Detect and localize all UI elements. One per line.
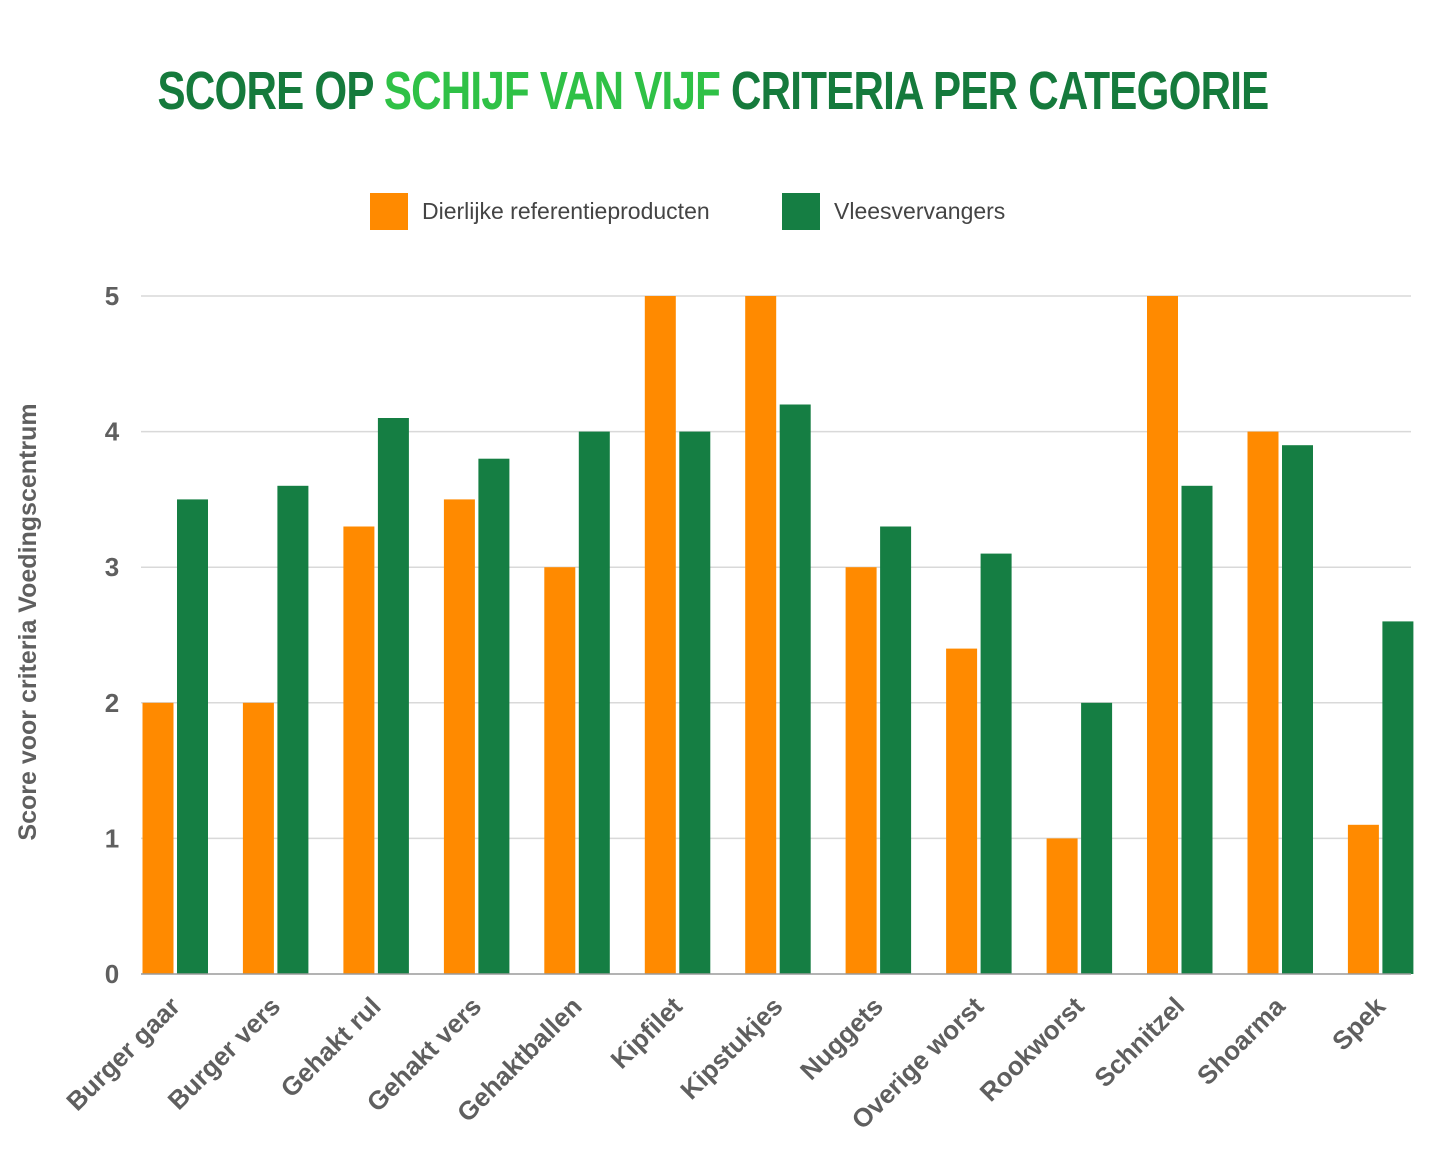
bar-dierlijke-gehakt-rul xyxy=(343,526,375,974)
legend-label-vleesvervangers: Vleesvervangers xyxy=(834,198,1005,224)
bars xyxy=(142,296,1414,975)
bar-dierlijke-burger-gaar xyxy=(142,702,174,974)
legend-swatch-vleesvervangers xyxy=(782,193,820,230)
title-part-3: CRITERIA PER CATEGORIE xyxy=(720,61,1269,121)
y-tick-label-4: 4 xyxy=(105,417,120,447)
x-tick-label-nuggets: Nuggets xyxy=(794,991,889,1086)
bar-vleesvervangers-gehakt-vers xyxy=(478,458,510,974)
bar-dierlijke-gehakt-vers xyxy=(443,499,475,974)
bar-dierlijke-rookworst xyxy=(1046,838,1078,974)
bar-dierlijke-spek xyxy=(1347,824,1379,974)
x-tick-label-rookworst: Rookworst xyxy=(974,991,1090,1107)
bar-dierlijke-burger-vers xyxy=(242,702,274,974)
bar-dierlijke-kipstukjes xyxy=(745,296,777,974)
y-tick-label-2: 2 xyxy=(105,688,119,718)
x-tick-label-spek: Spek xyxy=(1326,991,1392,1057)
bar-vleesvervangers-kipstukjes xyxy=(779,404,811,974)
bar-vleesvervangers-burger-gaar xyxy=(177,499,208,974)
bar-vleesvervangers-shoarma xyxy=(1282,445,1313,974)
bar-vleesvervangers-kipfilet xyxy=(679,431,711,975)
bar-vleesvervangers-burger-vers xyxy=(277,485,309,974)
title-part-1: SCORE OP xyxy=(157,61,384,121)
legend-label-dierlijke: Dierlijke referentieproducten xyxy=(422,198,710,224)
bar-vleesvervangers-overige-worst xyxy=(980,553,1012,974)
y-axis-title: Score voor criteria Voedingscentrum xyxy=(14,403,42,840)
bar-dierlijke-gehaktballen xyxy=(544,567,576,974)
y-tick-label-1: 1 xyxy=(105,823,119,853)
bar-vleesvervangers-spek xyxy=(1382,621,1414,974)
bar-vleesvervangers-schnitzel xyxy=(1181,485,1213,974)
y-tick-label-0: 0 xyxy=(105,959,119,989)
y-axis-ticks: 0 1 2 3 4 5 xyxy=(105,281,120,989)
bar-vleesvervangers-gehakt-rul xyxy=(377,418,409,974)
bar-vleesvervangers-gehaktballen xyxy=(578,431,610,975)
bar-dierlijke-kipfilet xyxy=(644,296,676,974)
bar-dierlijke-shoarma xyxy=(1247,431,1279,975)
bar-vleesvervangers-rookworst xyxy=(1081,702,1113,974)
bar-dierlijke-overige-worst xyxy=(946,648,978,974)
bar-dierlijke-schnitzel xyxy=(1147,296,1178,974)
bar-vleesvervangers-nuggets xyxy=(880,526,912,974)
x-tick-label-schnitzel: Schnitzel xyxy=(1088,991,1190,1093)
x-tick-label-kipstukjes: Kipstukjes xyxy=(674,991,788,1105)
x-tick-label-kipfilet: Kipfilet xyxy=(605,991,689,1075)
y-tick-label-3: 3 xyxy=(105,552,119,582)
x-tick-label-shoarma: Shoarma xyxy=(1191,991,1291,1091)
bar-dierlijke-nuggets xyxy=(845,567,877,974)
chart-title: SCORE OP SCHIJF VAN VIJF CRITERIA PER CA… xyxy=(157,61,1270,121)
y-tick-label-5: 5 xyxy=(105,281,119,311)
legend: Dierlijke referentieproducten Vleesverva… xyxy=(370,193,1005,230)
title-part-2-highlight: SCHIJF VAN VIJF xyxy=(383,61,721,121)
legend-swatch-dierlijke xyxy=(370,193,408,230)
